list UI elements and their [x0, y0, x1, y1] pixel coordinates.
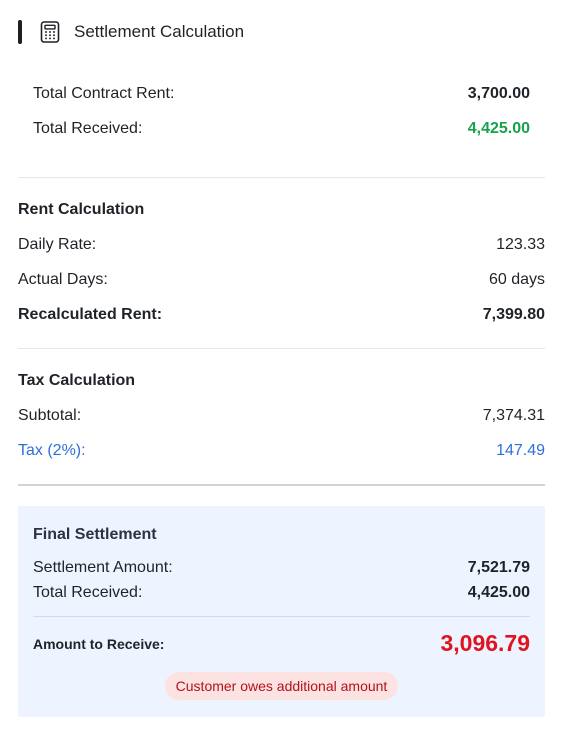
section-header: Settlement Calculation: [18, 18, 244, 46]
calculator-icon: [40, 21, 60, 43]
amount-to-receive-label: Amount to Receive:: [33, 635, 165, 652]
divider: [18, 484, 545, 486]
recalculated-rent-label: Recalculated Rent:: [18, 306, 163, 323]
settlement-amount-value: 7,521.79: [467, 559, 530, 576]
divider: [18, 177, 545, 178]
contract-rent-row: Total Contract Rent: 3,700.00: [33, 85, 530, 103]
final-total-received-label: Total Received:: [33, 584, 143, 601]
daily-rate-value: 123.33: [496, 236, 545, 253]
tax-label: Tax (2%):: [18, 442, 86, 459]
total-received-value: 4,425.00: [467, 120, 530, 137]
final-settlement-panel: Final Settlement Settlement Amount: 7,52…: [18, 506, 545, 717]
daily-rate-label: Daily Rate:: [18, 236, 97, 253]
subtotal-label: Subtotal:: [18, 407, 82, 424]
tax-value: 147.49: [496, 442, 545, 459]
tax-calculation-title: Tax Calculation: [18, 372, 136, 389]
divider: [33, 616, 530, 617]
subtotal-row: Subtotal: 7,374.31: [18, 407, 545, 425]
rent-calculation-title: Rent Calculation: [18, 201, 145, 218]
final-total-received-value: 4,425.00: [467, 584, 530, 601]
amount-to-receive-value: 3,096.79: [440, 630, 530, 656]
accent-bar: [18, 20, 22, 44]
actual-days-row: Actual Days: 60 days: [18, 271, 545, 289]
divider: [18, 348, 545, 349]
subtotal-value: 7,374.31: [482, 407, 545, 424]
status-badge-wrap: Customer owes additional amount: [18, 672, 545, 700]
settlement-amount-label: Settlement Amount:: [33, 559, 173, 576]
amount-to-receive-row: Amount to Receive: 3,096.79: [33, 630, 530, 657]
actual-days-label: Actual Days:: [18, 271, 108, 288]
final-total-received-row: Total Received: 4,425.00: [33, 584, 530, 602]
recalculated-rent-value: 7,399.80: [482, 306, 545, 323]
actual-days-value: 60 days: [488, 271, 545, 288]
contract-rent-label: Total Contract Rent:: [33, 85, 175, 102]
page-title: Settlement Calculation: [74, 22, 245, 41]
status-badge: Customer owes additional amount: [164, 672, 399, 700]
recalculated-rent-row: Recalculated Rent: 7,399.80: [18, 306, 545, 324]
tax-row: Tax (2%): 147.49: [18, 442, 545, 460]
final-settlement-title: Final Settlement: [33, 526, 157, 543]
settlement-amount-row: Settlement Amount: 7,521.79: [33, 559, 530, 577]
total-received-row: Total Received: 4,425.00: [33, 120, 530, 138]
total-received-label: Total Received:: [33, 120, 143, 137]
contract-rent-value: 3,700.00: [467, 85, 530, 102]
daily-rate-row: Daily Rate: 123.33: [18, 236, 545, 254]
